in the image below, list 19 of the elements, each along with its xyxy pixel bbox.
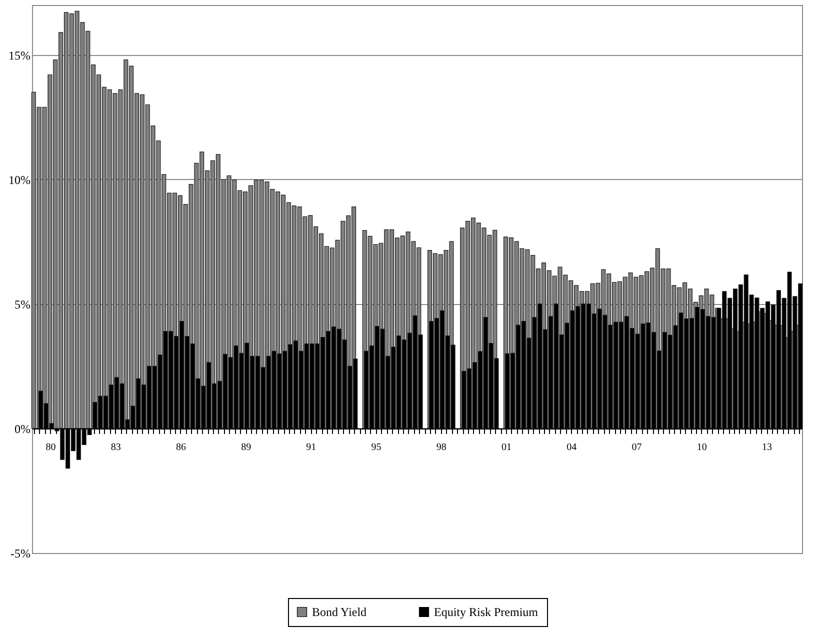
x-tick-label: 83 <box>110 442 121 453</box>
y-tick-label: -5% <box>10 546 30 560</box>
x-tick-label: 95 <box>371 442 382 453</box>
legend-label: Bond Yield <box>312 605 367 619</box>
x-tick-label: 91 <box>306 442 316 453</box>
y-tick-label: 15% <box>8 48 30 62</box>
x-tick-label: 13 <box>762 442 772 453</box>
x-tick-label: 01 <box>502 442 512 453</box>
x-tick-label: 80 <box>46 442 56 453</box>
y-tick-label: 10% <box>8 172 30 187</box>
legend-label: Equity Risk Premium <box>434 605 539 619</box>
x-tick-label: 89 <box>241 442 252 453</box>
x-tick-label: 86 <box>176 442 186 453</box>
x-tick-label: 98 <box>436 442 446 453</box>
y-tick-label: 5% <box>14 297 30 312</box>
x-tick-label: 07 <box>632 442 642 453</box>
x-tick-label: 10 <box>696 442 707 453</box>
x-tick-label: 04 <box>566 442 577 453</box>
y-tick-label: 0% <box>14 422 30 436</box>
